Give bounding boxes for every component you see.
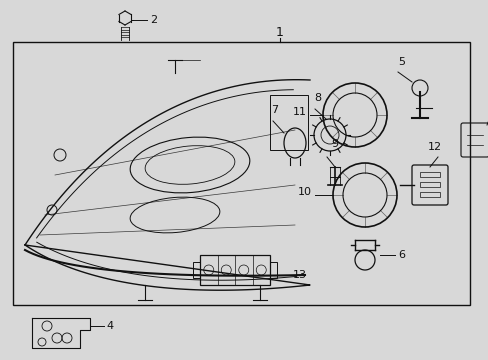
Text: 5: 5	[398, 57, 405, 67]
Bar	[269, 95, 307, 150]
Text: 10: 10	[297, 187, 311, 197]
Bar	[419, 192, 439, 197]
Bar	[419, 172, 439, 177]
Text: 2: 2	[150, 15, 157, 25]
Bar	[193, 262, 200, 278]
Bar	[269, 262, 276, 278]
Text: 1: 1	[276, 27, 284, 40]
Text: 9: 9	[331, 139, 338, 149]
Text: 8: 8	[314, 93, 321, 103]
Bar	[13, 42, 469, 305]
Text: 12: 12	[427, 142, 441, 152]
Text: 4: 4	[106, 321, 113, 331]
Text: 7: 7	[271, 105, 278, 115]
Bar	[200, 255, 269, 285]
Text: 11: 11	[292, 107, 306, 117]
Text: 13: 13	[292, 270, 306, 280]
Text: 6: 6	[397, 250, 404, 260]
Bar	[419, 182, 439, 187]
